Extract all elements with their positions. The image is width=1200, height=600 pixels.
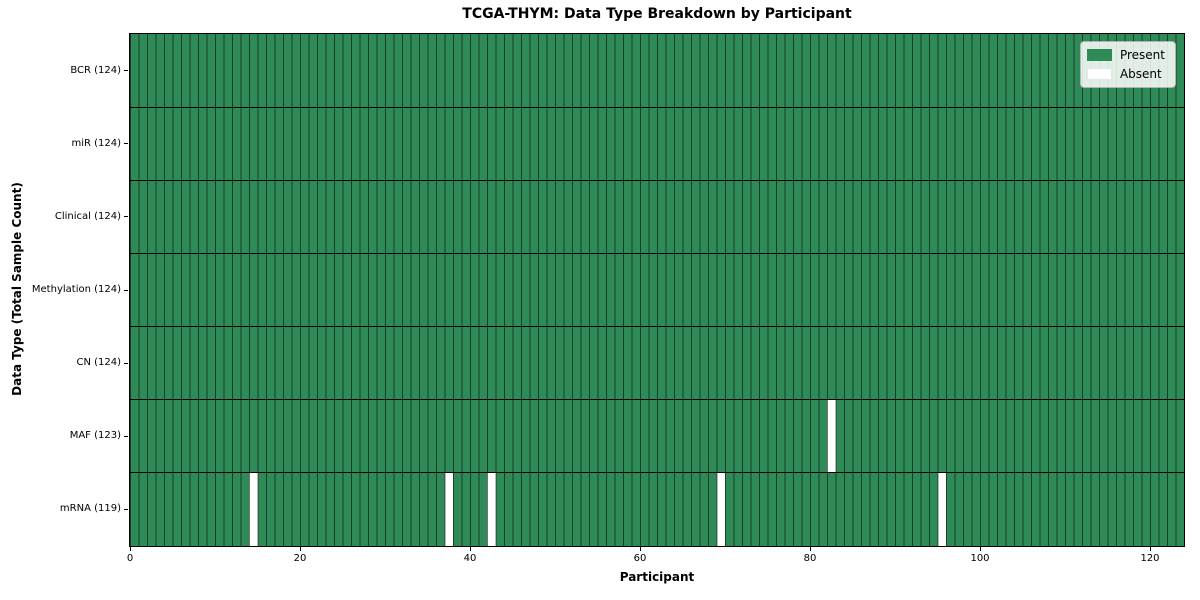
x-tick-mark [299, 547, 301, 551]
y-tick-mark [124, 508, 128, 510]
legend-label-present: Present [1119, 48, 1165, 62]
y-tick-label-Clinical: Clinical (124) [54, 210, 121, 222]
absent-cell [444, 472, 453, 546]
x-tick-label: 60 [633, 553, 647, 564]
y-tick-label-mRNA: mRNA (119) [59, 503, 121, 515]
x-tick-mark [639, 547, 641, 551]
legend-swatch-absent-icon [1086, 68, 1112, 80]
x-tick-label: 100 [970, 553, 990, 564]
heatmap-row-MAF [130, 399, 1184, 473]
y-tick-label-BCR: BCR (124) [70, 64, 121, 76]
x-tick-mark [809, 547, 811, 551]
x-tick-label: 40 [463, 553, 477, 564]
legend-label-absent: Absent [1119, 67, 1162, 81]
row-divider-line [130, 399, 1184, 401]
row-divider-line [130, 326, 1184, 328]
chart-title: TCGA-THYM: Data Type Breakdown by Partic… [462, 6, 852, 22]
x-tick-mark [129, 547, 131, 551]
legend-entry-absent: Absent [1086, 67, 1165, 81]
x-axis-label: Participant [619, 570, 695, 584]
plot-area: Present Absent [129, 33, 1185, 547]
y-tick-mark [124, 435, 128, 437]
x-tick-mark [1149, 547, 1151, 551]
absent-cell [487, 472, 496, 546]
y-tick-mark [124, 143, 128, 145]
y-tick-label-miR: miR (124) [71, 137, 121, 149]
x-tick-mark [979, 547, 981, 551]
heatmap-row-Methylation [130, 253, 1184, 327]
y-tick-label-MAF: MAF (123) [69, 430, 121, 442]
row-divider-line [130, 106, 1184, 108]
y-tick-label-CN: CN (124) [76, 357, 121, 369]
x-tick-label: 80 [803, 553, 817, 564]
y-tick-mark [124, 216, 128, 218]
x-tick-label: 20 [293, 553, 307, 564]
absent-cell [937, 472, 946, 546]
y-tick-label-Methylation: Methylation (124) [31, 284, 121, 295]
legend-swatch-present-icon [1086, 49, 1112, 61]
absent-cell [827, 399, 836, 473]
x-tick-label: 120 [1140, 553, 1160, 564]
heatmap-row-mRNA [130, 472, 1184, 546]
y-tick-mark [124, 362, 128, 364]
legend: Present Absent [1079, 41, 1176, 88]
heatmap-row-Clinical [130, 180, 1184, 254]
row-divider-line [130, 179, 1184, 181]
x-tick-label: 0 [126, 553, 134, 564]
row-divider-line [130, 252, 1184, 254]
heatmap-row-BCR [130, 34, 1184, 108]
absent-cell [249, 472, 258, 546]
row-divider-line [130, 472, 1184, 474]
heatmap-row-miR [130, 107, 1184, 181]
y-tick-mark [124, 289, 128, 291]
heatmap-row-CN [130, 326, 1184, 400]
x-tick-mark [469, 547, 471, 551]
y-tick-mark [124, 70, 128, 72]
legend-entry-present: Present [1086, 48, 1165, 62]
absent-cell [716, 472, 725, 546]
